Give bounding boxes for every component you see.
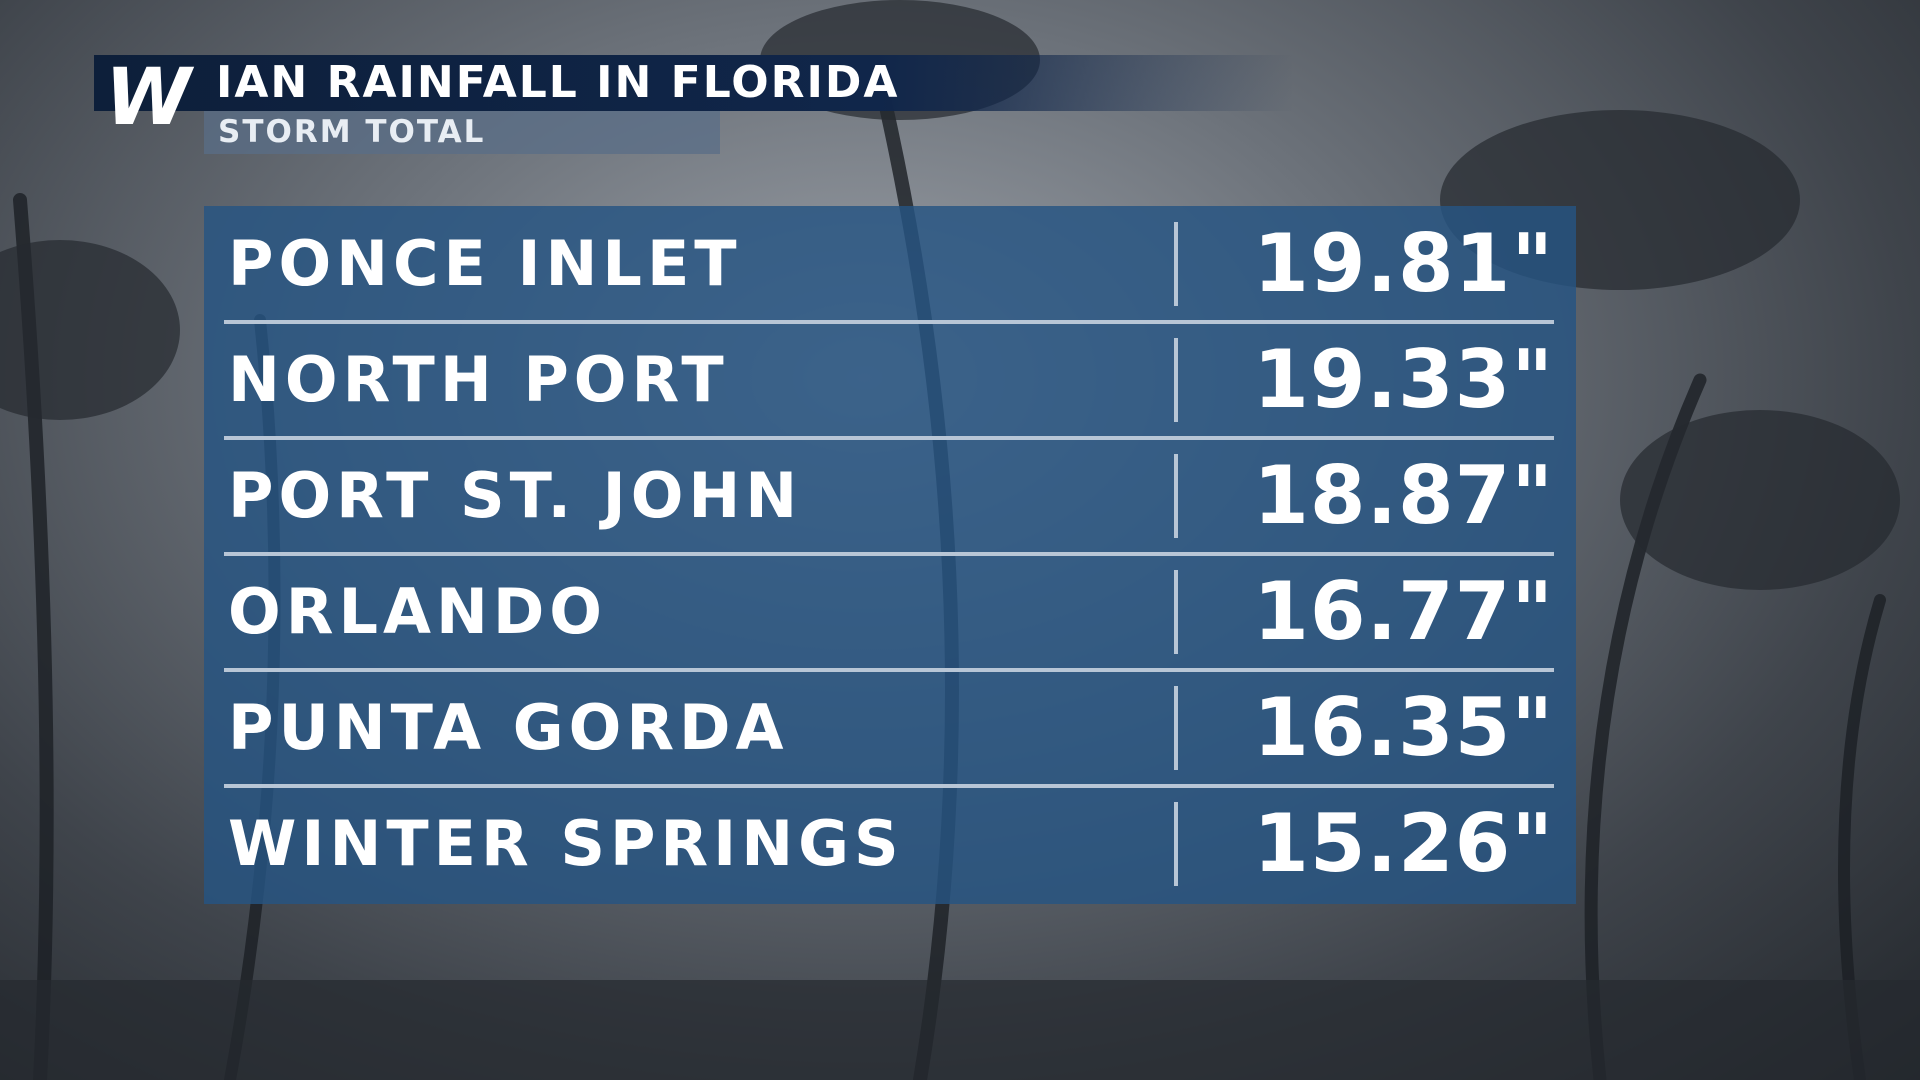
row-divider xyxy=(224,784,1554,788)
table-row: PUNTA GORDA 16.35" xyxy=(204,670,1576,786)
location-name: PUNTA GORDA xyxy=(228,691,789,764)
location-name: PORT ST. JOHN xyxy=(228,459,803,532)
location-name: PONCE INLET xyxy=(228,227,742,300)
location-name: NORTH PORT xyxy=(228,343,729,416)
column-divider xyxy=(1174,570,1178,654)
column-divider xyxy=(1174,222,1178,306)
rainfall-total: 19.81" xyxy=(1253,217,1554,310)
subtitle-bar xyxy=(204,111,720,154)
row-divider xyxy=(224,668,1554,672)
column-divider xyxy=(1174,686,1178,770)
column-divider xyxy=(1174,454,1178,538)
rainfall-total: 18.87" xyxy=(1253,449,1554,542)
row-divider xyxy=(224,552,1554,556)
subtitle: STORM TOTAL xyxy=(218,114,486,150)
column-divider xyxy=(1174,802,1178,886)
logo: W xyxy=(104,53,191,143)
location-name: ORLANDO xyxy=(228,575,607,648)
table-row: WINTER SPRINGS 15.26" xyxy=(204,786,1576,902)
table-row: NORTH PORT 19.33" xyxy=(204,322,1576,438)
rainfall-total: 16.35" xyxy=(1253,681,1554,774)
title-bar xyxy=(94,55,1294,111)
rainfall-total: 19.33" xyxy=(1253,333,1554,426)
title: IAN RAINFALL IN FLORIDA xyxy=(216,57,900,108)
rainfall-table: PONCE INLET 19.81" NORTH PORT 19.33" PORT ST… xyxy=(204,206,1576,904)
table-row: ORLANDO 16.77" xyxy=(204,554,1576,670)
location-name: WINTER SPRINGS xyxy=(228,807,904,880)
rainfall-total: 15.26" xyxy=(1253,797,1554,890)
column-divider xyxy=(1174,338,1178,422)
table-row: PORT ST. JOHN 18.87" xyxy=(204,438,1576,554)
table-row: PONCE INLET 19.81" xyxy=(204,206,1576,322)
rainfall-total: 16.77" xyxy=(1253,565,1554,658)
row-divider xyxy=(224,320,1554,324)
row-divider xyxy=(224,436,1554,440)
